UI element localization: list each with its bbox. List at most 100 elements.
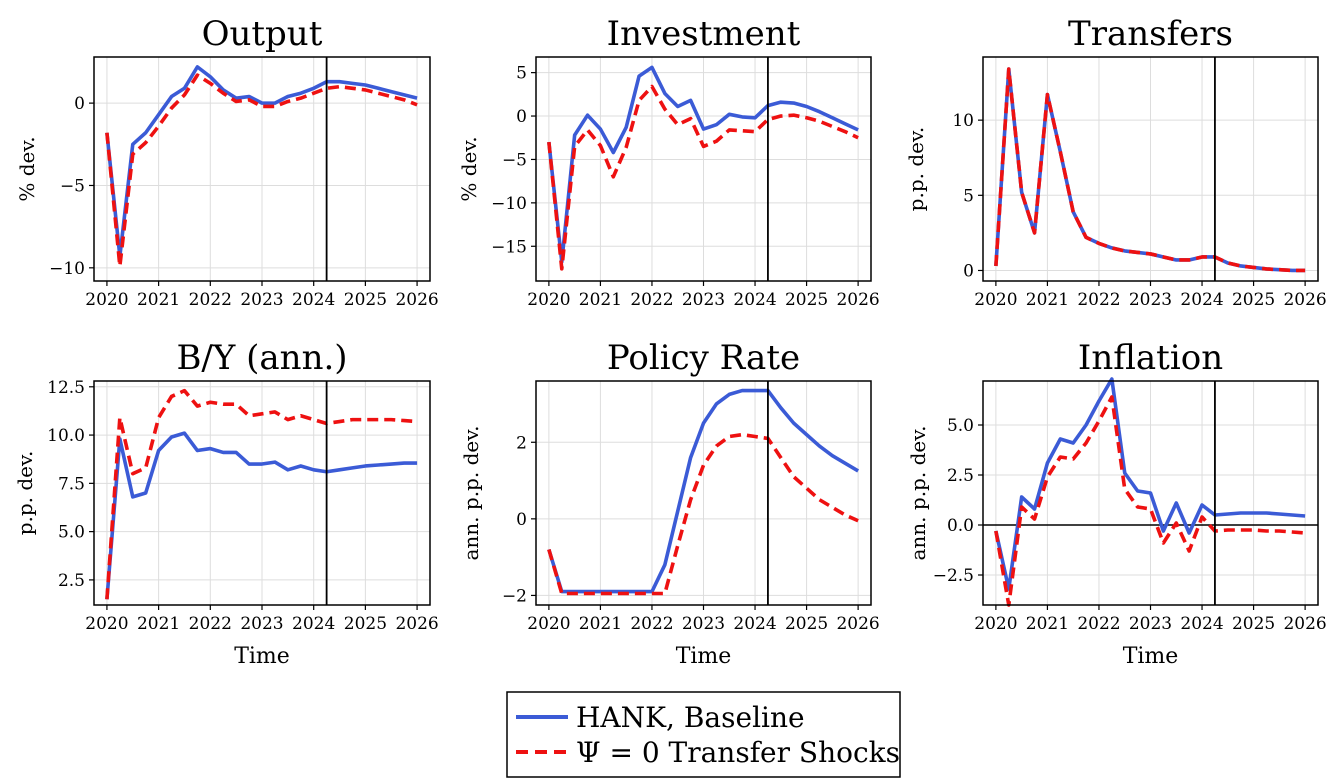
panel-0: 2020 2021 2022 2023 2024 2025 2026 −10 −5 0 Output…: [15, 14, 439, 310]
panel-3: 2020 2021 2022 2023 2024 2025 2026 2.5 5.0 7.5 10.…: [13, 338, 439, 669]
y-tick-label: 2.5: [58, 571, 85, 591]
y-tick-label: −10: [491, 194, 527, 214]
panel-title: Policy Rate: [607, 338, 800, 378]
panel-title: Investment: [607, 14, 801, 54]
y-tick-label: −10: [49, 259, 85, 279]
y-tick-label: 7.5: [58, 474, 85, 494]
x-tick-label: 2022: [189, 290, 232, 310]
x-tick-label: 2026: [836, 290, 879, 310]
x-axis-label: Time: [676, 644, 732, 669]
y-tick-label: 0.0: [947, 516, 974, 536]
y-tick-label: −15: [491, 237, 527, 257]
y-tick-label: −5: [60, 176, 85, 196]
x-tick-label: 2024: [292, 614, 335, 634]
y-axis-label: ann. p.p. dev.: [459, 426, 483, 561]
x-tick-label: 2023: [240, 614, 283, 634]
series-line-psi0: [105, 73, 418, 268]
x-tick-label: 2025: [344, 290, 387, 310]
panel-4: 2020 2021 2022 2023 2024 2025 2026 −2 0 2 Policy R…: [459, 338, 880, 669]
x-tick-label: 2025: [344, 614, 387, 634]
x-tick-label: 2023: [682, 290, 725, 310]
x-tick-label: 2020: [85, 290, 128, 310]
x-tick-label: 2024: [733, 614, 776, 634]
panel-title: B/Y (ann.): [176, 338, 347, 378]
legend-label-baseline: HANK, Baseline: [576, 701, 805, 734]
y-axis-label: p.p. dev.: [13, 451, 37, 536]
x-tick-label: 2020: [85, 614, 128, 634]
x-tick-label: 2026: [1283, 290, 1326, 310]
x-axis-label: Time: [234, 644, 290, 669]
series-line-psi0: [105, 388, 418, 600]
series-line-baseline: [547, 65, 859, 264]
legend-box: [506, 691, 901, 778]
y-tick-label: 5.0: [947, 416, 974, 436]
y-tick-label: 0: [963, 261, 974, 281]
x-tick-label: 2024: [1180, 614, 1223, 634]
y-tick-label: 0: [516, 510, 527, 530]
panel-1: 2020 2021 2022 2023 2024 2025 2026 −15 −10 −5 0 5 In…: [457, 14, 880, 310]
y-tick-label: 2: [516, 433, 527, 453]
x-tick-label: 2020: [974, 290, 1017, 310]
x-tick-label: 2020: [527, 614, 570, 634]
x-tick-label: 2020: [974, 614, 1017, 634]
y-tick-label: 5.0: [58, 523, 85, 543]
legend: HANK, Baseline Ψ = 0 Transfer Shocks: [506, 691, 901, 778]
x-tick-label: 2021: [1026, 614, 1069, 634]
x-tick-label: 2022: [630, 290, 673, 310]
y-axis-label: ann. p.p. dev.: [906, 426, 930, 561]
x-tick-label: 2020: [527, 290, 570, 310]
x-tick-label: 2023: [1129, 290, 1172, 310]
x-tick-label: 2025: [1232, 290, 1275, 310]
x-tick-label: 2023: [240, 290, 283, 310]
x-tick-label: 2021: [137, 614, 180, 634]
x-tick-label: 2024: [733, 290, 776, 310]
y-tick-label: 5: [516, 64, 527, 84]
y-tick-label: −2: [502, 586, 527, 606]
panel-title: Transfers: [1068, 14, 1233, 54]
x-tick-label: 2023: [682, 614, 725, 634]
y-tick-label: 0: [74, 94, 85, 114]
panel-title: Inflation: [1078, 338, 1223, 378]
y-axis-label: % dev.: [457, 136, 481, 201]
y-axis-label: % dev.: [15, 136, 39, 201]
x-tick-label: 2026: [1283, 614, 1326, 634]
x-tick-label: 2026: [395, 614, 438, 634]
x-tick-label: 2023: [1129, 614, 1172, 634]
legend-label-psi0: Ψ = 0 Transfer Shocks: [576, 736, 900, 769]
series-line-baseline: [994, 377, 1306, 591]
x-tick-label: 2024: [292, 290, 335, 310]
x-axis-label: Time: [1123, 644, 1179, 669]
x-tick-label: 2022: [189, 614, 232, 634]
x-tick-label: 2021: [1026, 290, 1069, 310]
x-tick-label: 2025: [1232, 614, 1275, 634]
x-tick-label: 2022: [1077, 614, 1120, 634]
y-tick-label: 10.0: [47, 426, 85, 446]
y-tick-label: −2.5: [933, 566, 974, 586]
y-tick-label: 10: [952, 111, 974, 131]
y-axis-label: p.p. dev.: [904, 127, 928, 212]
y-tick-label: 0: [516, 107, 527, 127]
x-tick-label: 2022: [630, 614, 673, 634]
series-line-baseline: [105, 431, 418, 600]
panel-5: 2020 2021 2022 2023 2024 2025 2026 −2.5 0.0 2.5 5.…: [906, 338, 1327, 669]
x-tick-label: 2026: [395, 290, 438, 310]
y-tick-label: 2.5: [947, 466, 974, 486]
panel-2: 2020 2021 2022 2023 2024 2025 2026 0 5 10 Transfer…: [904, 14, 1327, 310]
x-tick-label: 2026: [836, 614, 879, 634]
y-tick-label: 12.5: [47, 378, 85, 398]
series-line-psi0: [547, 84, 859, 271]
series-line-psi0: [994, 67, 1306, 273]
x-tick-label: 2021: [579, 290, 622, 310]
y-tick-label: 5: [963, 186, 974, 206]
panel-title: Output: [202, 14, 323, 54]
y-tick-label: −5: [502, 150, 527, 170]
x-tick-label: 2025: [785, 614, 828, 634]
series-line-baseline: [105, 65, 418, 259]
x-tick-label: 2025: [785, 290, 828, 310]
x-tick-label: 2022: [1077, 290, 1120, 310]
x-tick-label: 2021: [579, 614, 622, 634]
x-tick-label: 2021: [137, 290, 180, 310]
x-tick-label: 2024: [1180, 290, 1223, 310]
panels: 2020 2021 2022 2023 2024 2025 2026 −10 −5 0 Output…: [13, 14, 1327, 669]
